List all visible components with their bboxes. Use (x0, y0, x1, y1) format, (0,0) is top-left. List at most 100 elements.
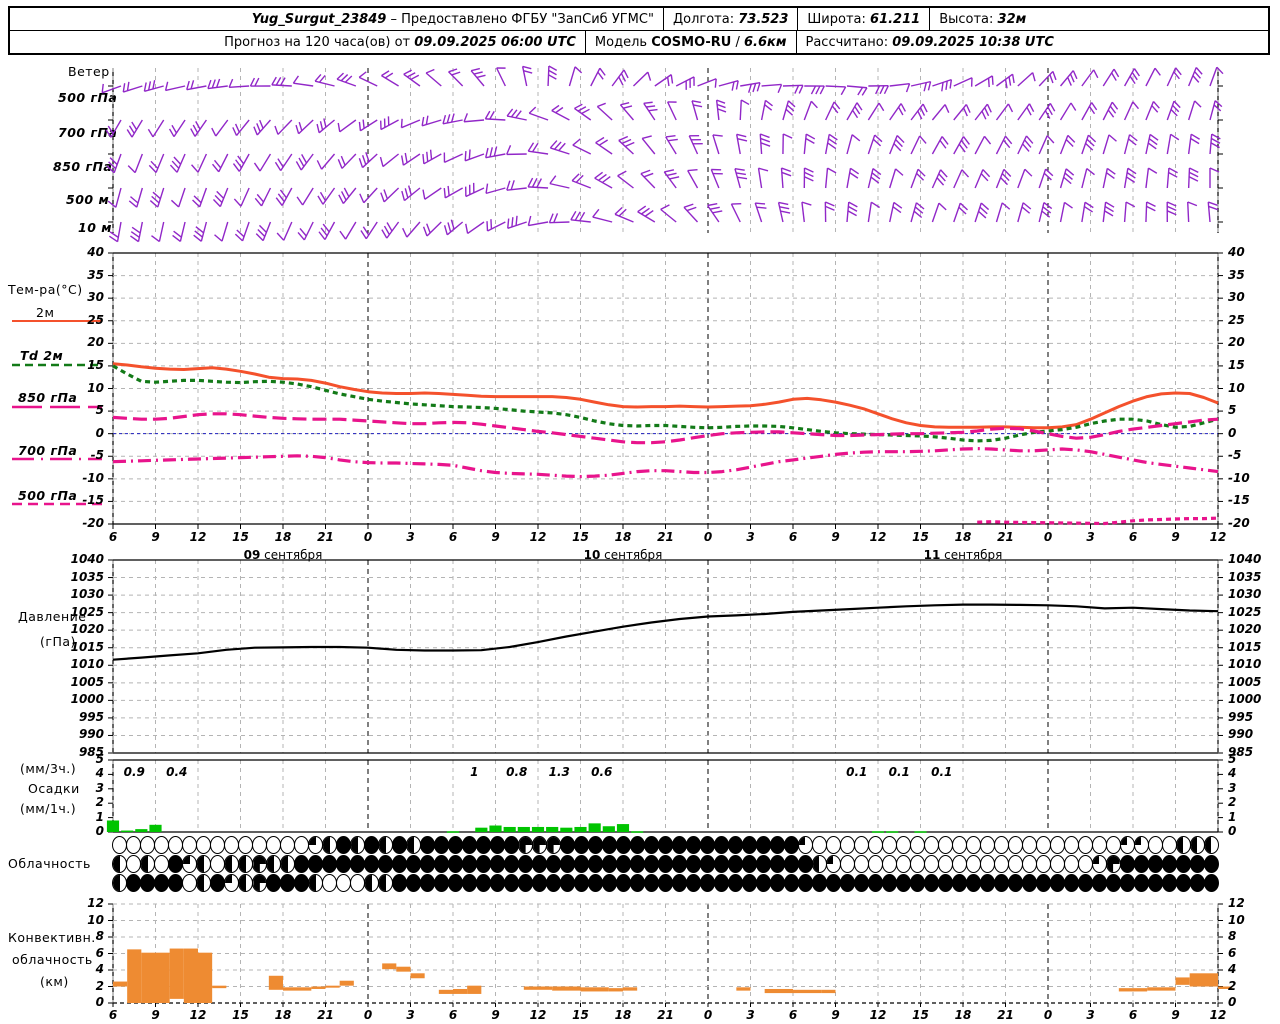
cloud-row-mid-symbol (350, 855, 366, 873)
cloud-row-mid-symbol (783, 855, 799, 873)
cloud-row-mid-symbol (406, 855, 422, 873)
wind-barb (234, 221, 250, 242)
wind-barb (953, 77, 973, 87)
cloud-panel-title: Облачность (8, 856, 91, 871)
pres-ytick-left-1000: 1000 (70, 692, 104, 707)
cloud-row-high-symbol (1049, 836, 1065, 854)
conv-xaxis-hour-33: 15 (572, 1008, 589, 1022)
cloud-row-mid-symbol (825, 855, 841, 873)
wind-barb (595, 136, 613, 155)
model-label: Модель (594, 34, 648, 50)
wind-barb (619, 101, 635, 121)
cloud-row-mid-symbol (210, 855, 226, 873)
convective-cloud-block (1189, 973, 1218, 987)
conv-xaxis-hour-60: 18 (954, 1008, 972, 1022)
wind-barb (739, 99, 750, 121)
wind-barb (571, 173, 592, 189)
conv-xaxis-hour-66: 0 (1043, 1008, 1053, 1022)
cloud-row-mid-symbol (979, 855, 995, 873)
wind-barb (632, 71, 652, 87)
precip-ytick-left-5: 5 (95, 752, 104, 766)
xaxis-hour-label-78: 12 (1209, 530, 1227, 544)
convective-cloud-block (821, 989, 836, 994)
wind-barb (190, 119, 207, 137)
okta-fill (113, 856, 120, 872)
cloud-row-high-symbol (741, 836, 757, 854)
wind-barb (316, 153, 336, 170)
wind-barb (707, 203, 723, 223)
wind-barb (253, 119, 271, 136)
wind-barb (1059, 134, 1076, 155)
conv-xaxis-hour-69: 3 (1086, 1008, 1095, 1022)
wind-barb (803, 100, 818, 121)
okta-fill (812, 856, 820, 872)
cloud-row-low-symbol (546, 874, 562, 892)
wind-barb (574, 103, 592, 121)
okta-fill (365, 875, 372, 891)
wind-barb (1145, 167, 1158, 189)
xaxis-day-label-0: 09 сентября (244, 548, 323, 562)
cloud-row-mid-symbol (853, 855, 869, 873)
okta-fill (239, 856, 246, 872)
cloud-row-low-symbol (965, 874, 981, 892)
wind-barb (149, 187, 165, 208)
cloud-row-high-symbol (1091, 836, 1107, 854)
cloud-row-mid-symbol (1105, 855, 1121, 873)
wind-barb (379, 153, 400, 168)
header-divider-4 (584, 31, 586, 53)
wind-barb (640, 169, 656, 189)
cloud-row-low-symbol (462, 874, 478, 892)
wind-barb (403, 69, 421, 87)
legend-swatch-850hpa (12, 405, 102, 409)
cloud-row-high-symbol (1077, 836, 1093, 854)
wind-barb (1038, 70, 1057, 87)
cloud-row-high-symbol (797, 836, 813, 854)
wind-barb (1145, 101, 1160, 121)
xaxis-hour-label-9: 15 (232, 530, 249, 544)
cloud-row-low-symbol (504, 874, 520, 892)
convective-cloud-block (580, 987, 609, 992)
cloud-row-low-symbol (1189, 874, 1205, 892)
conv-ytick-left-0: 0 (95, 995, 104, 1009)
cloud-row-high-symbol (266, 836, 282, 854)
temp-ytick-right-0: 0 (1228, 425, 1237, 440)
wind-barb (336, 72, 357, 87)
precip-ytick-right-3: 3 (1228, 780, 1237, 795)
altitude-value: 32м (997, 11, 1027, 27)
wind-barb (359, 187, 378, 204)
cloud-row-high-symbol (252, 836, 268, 854)
precip-ytick-left-2: 2 (95, 795, 104, 810)
cloud-row-mid-symbol (196, 855, 212, 873)
conv-xaxis-hour-78: 12 (1209, 1008, 1227, 1022)
cloud-row-mid-symbol (140, 855, 156, 873)
wind-barb (401, 185, 421, 202)
wind-barb (660, 204, 677, 223)
cloud-row-mid-symbol (602, 855, 618, 873)
conv-xaxis-hour-3: 9 (151, 1008, 160, 1022)
wind-barb (889, 168, 904, 189)
day-month-name: сентября (940, 548, 1003, 562)
cloud-row-high-symbol (979, 836, 995, 854)
conv-xaxis-hour-42: 0 (703, 1008, 713, 1022)
wind-barb (932, 78, 953, 92)
wind-barb (715, 99, 727, 121)
wind-barb (782, 100, 796, 121)
wind-barb (618, 135, 635, 155)
cloud-row-high-symbol (1021, 836, 1037, 854)
wind-barb (214, 221, 229, 242)
wind-barb (549, 140, 570, 155)
wind-barb (1081, 69, 1099, 87)
wind-barb (1187, 167, 1199, 189)
cloud-row-high-symbol (616, 836, 632, 854)
cloud-row-high-symbol (210, 836, 226, 854)
xaxis-hour-label-54: 12 (869, 530, 887, 544)
precip-bar (616, 824, 630, 832)
wind-barb (381, 70, 399, 87)
wind-barb (295, 153, 314, 171)
wind-barb (400, 118, 421, 129)
wind-barb (931, 202, 947, 223)
header-station-line: Yug_Surgut_23849 – Предоставлено ФГБУ "З… (243, 12, 663, 27)
cloud-row-high-symbol (532, 836, 548, 854)
wind-barb (867, 134, 883, 155)
wind-barb (1059, 201, 1073, 223)
